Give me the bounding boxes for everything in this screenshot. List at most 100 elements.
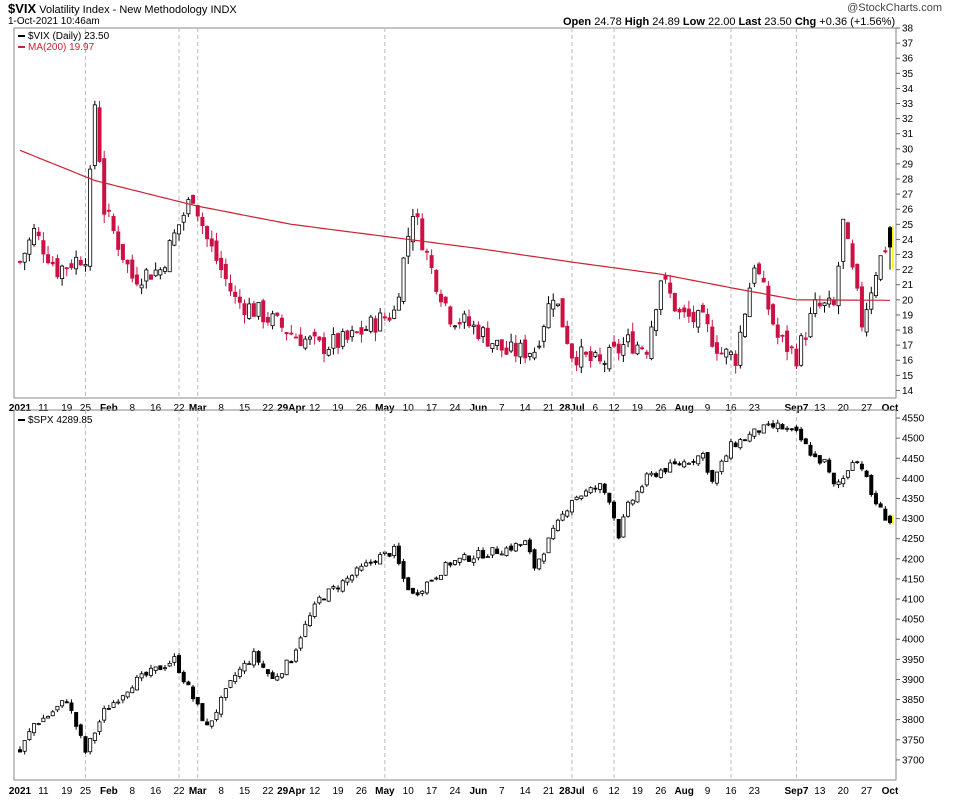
candle-body [658, 280, 663, 310]
candle-body [364, 329, 369, 332]
candle-body [41, 717, 46, 723]
candle-body [602, 483, 607, 493]
candle-body [855, 461, 860, 464]
candle-body [134, 274, 139, 285]
candle-body [410, 216, 415, 243]
x-tick-label: Feb [100, 403, 118, 414]
x-tick-label: 11 [38, 786, 49, 797]
x-tick-label: Oct [882, 786, 899, 797]
candle-body [378, 554, 383, 565]
candle-body [728, 351, 733, 355]
candle-body [495, 339, 500, 346]
candle-body [499, 553, 504, 556]
candle-body [509, 341, 514, 352]
candle-body [279, 673, 284, 678]
candle-body [607, 347, 612, 370]
candle-body [574, 356, 579, 366]
candle-body [233, 291, 238, 297]
candle-body [649, 326, 654, 359]
x-tick-label: 8 [129, 403, 135, 414]
candle-body [167, 240, 172, 273]
candle-body [532, 351, 537, 359]
candle-body [336, 587, 341, 590]
candle-body [32, 228, 37, 246]
datetime: 1-Oct-2021 10:46am [8, 16, 100, 27]
candle-body [345, 330, 350, 340]
candle-body [794, 348, 799, 367]
y-tick-label: 15 [902, 371, 914, 382]
y-tick-label: 4450 [902, 454, 925, 465]
candle-body [817, 455, 822, 464]
candle-body [462, 313, 467, 323]
candle-body [270, 313, 275, 327]
candle-body [354, 331, 359, 334]
candle-body [841, 478, 846, 485]
candle-body [864, 470, 869, 478]
candle-body [247, 663, 252, 666]
candle-body [102, 158, 107, 215]
candle-body [598, 483, 603, 490]
x-tick-label: 28Jul [559, 403, 585, 414]
candle-body [836, 265, 841, 307]
candle-body [27, 731, 32, 740]
candle-body [177, 655, 182, 674]
candle-body [410, 587, 415, 594]
candle-body [17, 749, 22, 753]
y-tick-label: 21 [902, 280, 914, 291]
x-tick-label: 24 [449, 786, 461, 797]
candle-body [345, 577, 350, 583]
candle-body [448, 562, 453, 566]
candle-body [452, 325, 457, 328]
y-tick-label: 27 [902, 190, 914, 201]
candle-body [293, 649, 298, 662]
candle-body [817, 302, 822, 307]
x-tick-label: 14 [520, 786, 532, 797]
candle-body [588, 487, 593, 494]
candle-body [289, 661, 294, 664]
y-tick-label: 20 [902, 295, 914, 306]
candle-body [588, 351, 593, 362]
candle-body [710, 469, 715, 482]
x-tick-label: 13 [814, 403, 826, 414]
candle-body [677, 463, 682, 466]
candle-body [789, 346, 794, 349]
y-tick-label: 3800 [902, 715, 925, 726]
candle-body [551, 527, 556, 540]
candle-body [17, 261, 22, 263]
candle-body [223, 688, 228, 698]
candle-body [481, 550, 486, 559]
candle-body [120, 695, 125, 701]
candle-body [88, 737, 93, 753]
y-tick-label: 4500 [902, 434, 925, 445]
candle-body [569, 343, 574, 359]
y-tick-label: 25 [902, 220, 914, 231]
candle-body [859, 286, 864, 328]
candle-body [22, 740, 27, 752]
candle-body [392, 309, 397, 319]
candle-body [616, 343, 621, 354]
candle-body [593, 352, 598, 357]
candle-body [177, 224, 182, 235]
candle-body [415, 592, 420, 596]
candle-body [317, 596, 322, 604]
candle-body [771, 423, 776, 428]
candle-body [331, 334, 336, 349]
x-tick-label: 13 [814, 786, 826, 797]
candle-body [350, 575, 355, 581]
candle-body [307, 615, 312, 626]
candle-body [738, 331, 743, 366]
legend-swatch-ma [18, 46, 25, 48]
candle-body [200, 703, 205, 722]
legend-swatch-series [18, 35, 25, 37]
candle-body [424, 581, 429, 594]
candle-body [78, 724, 83, 736]
candle-body [766, 423, 771, 426]
candle-body [850, 462, 855, 471]
candle-body [69, 263, 74, 269]
candle-body [392, 545, 397, 556]
candle-body [396, 296, 401, 311]
candle-body [859, 463, 864, 470]
candle-body [144, 671, 149, 676]
y-tick-label: 24 [902, 235, 914, 246]
candle-body [546, 303, 551, 329]
